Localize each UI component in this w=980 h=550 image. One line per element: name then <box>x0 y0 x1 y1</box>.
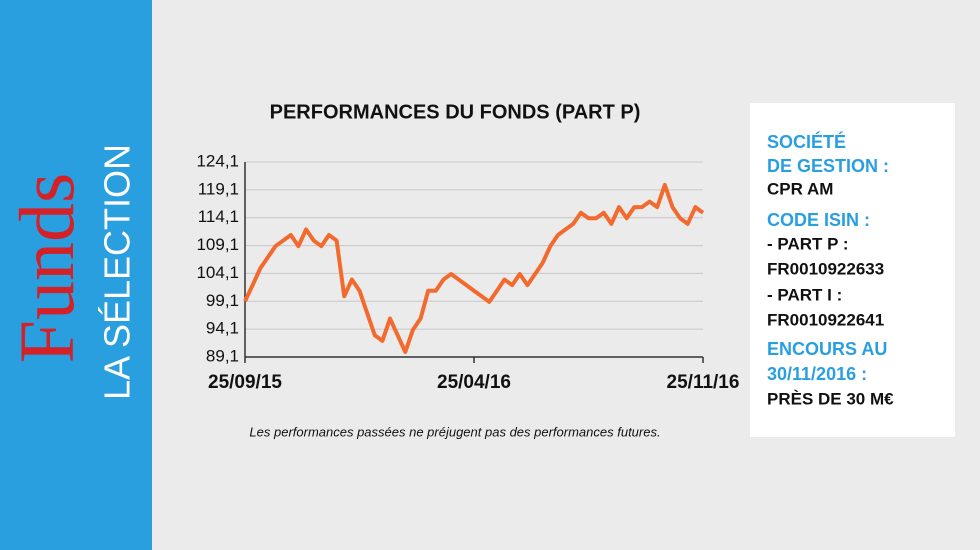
y-tick-label: 119,1 <box>198 179 239 198</box>
x-tick-label: 25/04/16 <box>437 372 511 393</box>
y-tick-label: 94,1 <box>206 319 239 338</box>
y-tick-label: 104,1 <box>196 263 239 282</box>
info-value: - PART P : <box>767 234 849 253</box>
line-series <box>243 182 705 354</box>
info-value: FR0010922641 <box>767 310 884 329</box>
info-box <box>750 103 955 437</box>
y-tick-label: 124,1 <box>196 151 239 170</box>
y-tick-label: 99,1 <box>206 291 239 310</box>
footnote: Les performances passées ne préjugent pa… <box>249 424 660 439</box>
info-value: PRÈS DE 30 M€ <box>767 389 894 408</box>
sidebar-subtitle: LA SÉLECTION <box>97 144 138 400</box>
chart-title: PERFORMANCES DU FONDS (PART P) <box>270 101 641 123</box>
x-tick-label: 25/11/16 <box>667 372 740 393</box>
y-tick-label: 109,1 <box>196 235 239 254</box>
info-label: SOCIÉTÉ <box>767 131 846 152</box>
info-value: CPR AM <box>767 179 833 198</box>
info-label: ENCOURS AU <box>767 339 887 359</box>
info-value: FR0010922633 <box>767 259 884 278</box>
y-tick-label: 89,1 <box>206 346 239 365</box>
x-tick-label: 25/09/15 <box>208 372 282 393</box>
brand: Funds <box>3 173 90 364</box>
info-label: DE GESTION : <box>767 156 889 176</box>
sidebar <box>0 0 152 550</box>
y-tick-label: 114,1 <box>198 207 239 226</box>
info-value: - PART I : <box>767 285 842 304</box>
info-label: CODE ISIN : <box>767 210 870 230</box>
info-label: 30/11/2016 : <box>767 364 867 384</box>
